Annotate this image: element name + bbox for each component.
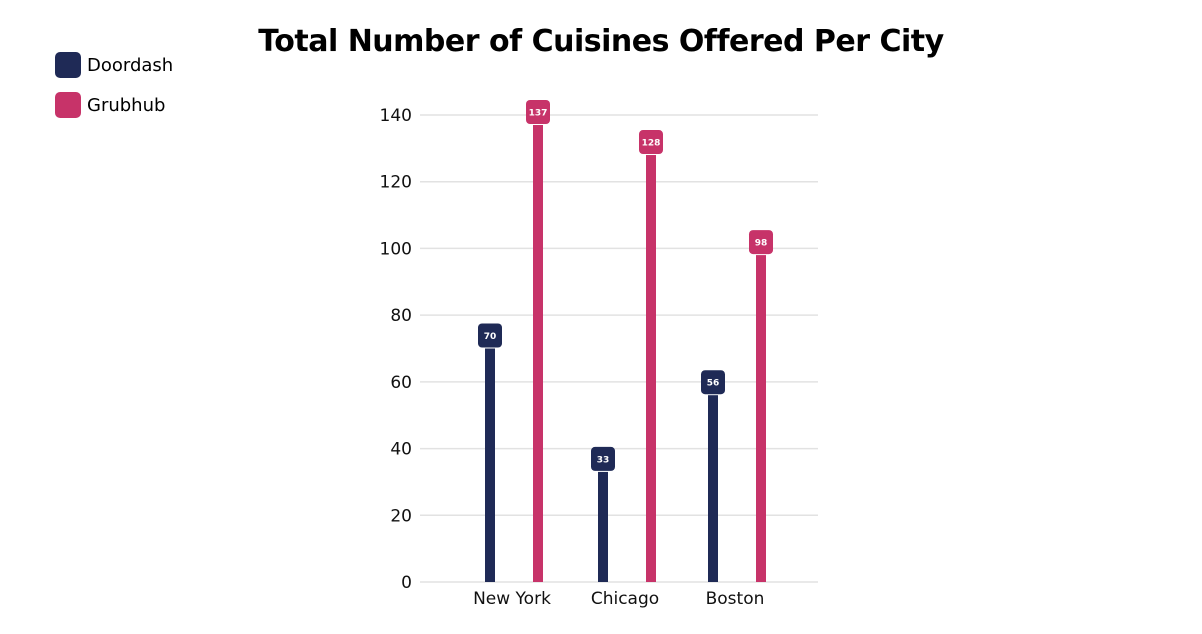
bar-doordash-chicago	[598, 471, 608, 582]
data-label: 70	[484, 332, 497, 342]
y-tick-label: 120	[380, 173, 412, 193]
data-label-badge	[526, 100, 550, 125]
x-category-label: Boston	[706, 589, 765, 609]
legend-label-grubhub: Grubhub	[87, 94, 166, 116]
data-label-badge	[749, 230, 773, 255]
legend-label-doordash: Doordash	[87, 54, 174, 76]
bar-grubhub-new-york	[533, 125, 543, 582]
y-tick-label: 140	[380, 106, 412, 126]
data-label: 128	[642, 139, 661, 149]
x-category-label: Chicago	[591, 589, 659, 609]
y-tick-label: 40	[390, 440, 412, 460]
bar-grubhub-boston	[756, 255, 766, 582]
bar-grubhub-chicago	[646, 155, 656, 582]
y-tick-label: 20	[390, 506, 412, 526]
legend-swatch-doordash	[55, 52, 81, 78]
chart-title: Total Number of Cuisines Offered Per Cit…	[258, 24, 944, 59]
legend: Doordash Grubhub	[55, 52, 173, 132]
legend-item-grubhub: Grubhub	[55, 92, 173, 118]
legend-item-doordash: Doordash	[55, 52, 173, 78]
y-tick-label: 60	[390, 373, 412, 393]
data-label-badge	[478, 323, 502, 348]
data-label: 98	[755, 239, 768, 249]
y-tick-label: 0	[401, 573, 412, 593]
x-category-label: New York	[473, 589, 551, 609]
data-label-badge	[591, 446, 615, 471]
data-label: 137	[529, 109, 548, 119]
y-tick-label: 80	[390, 306, 412, 326]
data-label: 33	[597, 455, 610, 465]
legend-swatch-grubhub	[55, 92, 81, 118]
data-label-badge	[639, 130, 663, 155]
bar-doordash-new-york	[485, 348, 495, 582]
bar-doordash-boston	[708, 395, 718, 582]
y-tick-label: 100	[380, 239, 412, 259]
data-label: 56	[707, 379, 720, 389]
data-label-badge	[701, 370, 725, 395]
